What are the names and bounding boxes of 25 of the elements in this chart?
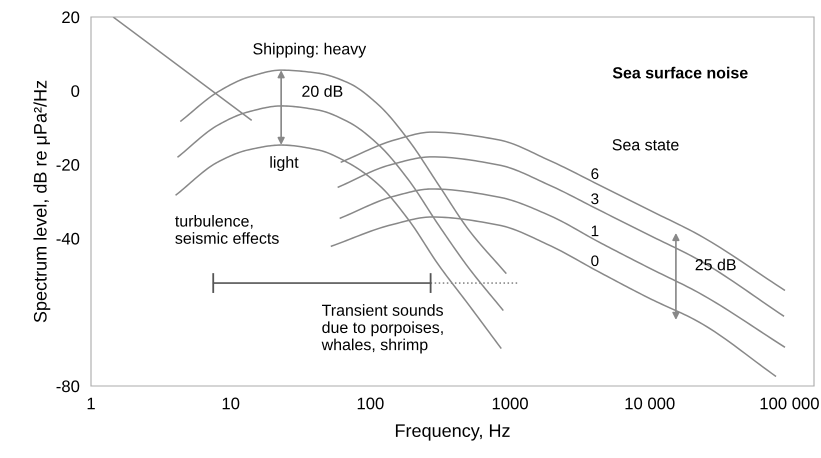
series-label: 3 xyxy=(591,193,598,204)
x-axis-title: Frequency, Hz xyxy=(396,424,510,441)
series-label: 6 xyxy=(591,168,598,180)
series-label: 1 xyxy=(592,226,598,236)
series-label: 0 xyxy=(591,255,598,266)
y-tick-label: -40 xyxy=(56,232,80,245)
x-tick-label: 10 xyxy=(222,398,240,410)
x-tick-label: 100 000 xyxy=(760,398,819,410)
annotation: 25 dB xyxy=(696,258,736,270)
annotation: light xyxy=(270,156,299,172)
annotation: turbulence, seismic effects xyxy=(175,214,279,244)
y-tick-label: 0 xyxy=(71,85,80,98)
x-tick-label: 1 xyxy=(88,398,95,410)
x-tick-label: 1000 xyxy=(492,398,528,410)
annotation: Transient sounds due to porpoises, whales, shrimp xyxy=(322,304,443,354)
annotation: Shipping: heavy xyxy=(253,42,366,58)
y-axis-title: Spectrum level, dB re μPa²/Hz xyxy=(33,80,50,322)
annotation: Sea surface noise xyxy=(612,66,748,78)
y-tick-label: -80 xyxy=(56,380,80,392)
annotation: Sea state xyxy=(612,139,679,150)
y-tick-label: -20 xyxy=(56,159,80,171)
annotation: 20 dB xyxy=(302,85,342,97)
x-tick-label: 10 000 xyxy=(626,398,675,410)
x-tick-label: 100 xyxy=(358,398,384,410)
y-tick-label: 20 xyxy=(62,11,80,24)
